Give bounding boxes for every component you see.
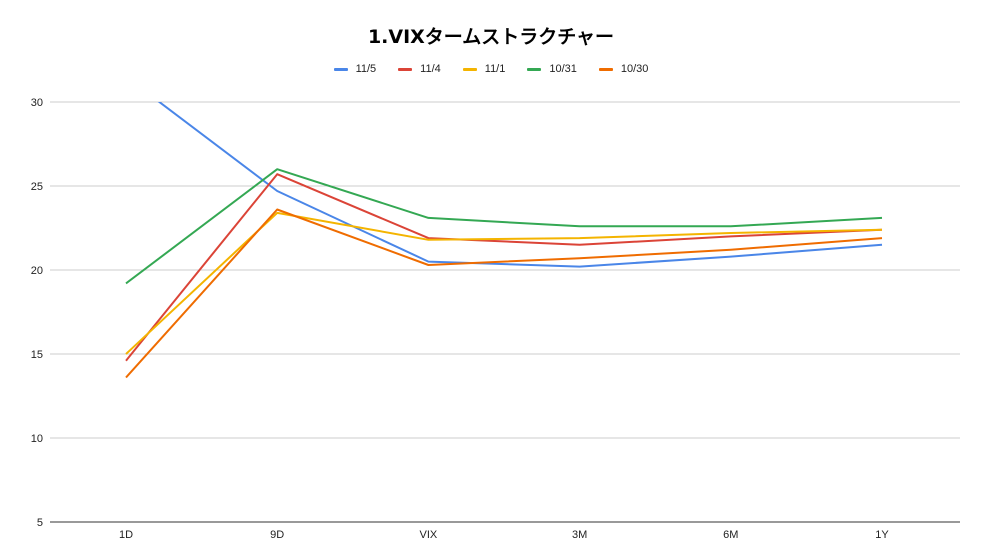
x-tick-label: VIX [420, 529, 438, 541]
series-line-10-31 [125, 168, 883, 285]
series-group [125, 102, 883, 379]
legend-swatch [398, 67, 413, 71]
y-tick-label: 5 [37, 517, 43, 529]
legend-item: 11/1 [462, 63, 506, 75]
x-tick-label: 1Y [875, 529, 889, 541]
series-line-11-4 [125, 173, 883, 362]
y-tick-label: 20 [31, 265, 43, 277]
legend-swatch [527, 67, 542, 71]
x-tick-label: 1D [119, 529, 133, 541]
legend-label: 10/30 [620, 63, 649, 75]
chart-title: 1.VIXタームストラクチャー [367, 26, 615, 48]
legend-label: 10/31 [549, 63, 577, 75]
x-tick-label: 3M [572, 529, 587, 541]
x-tick-label: 9D [270, 529, 284, 541]
legend-item: 10/31 [527, 63, 577, 75]
series-line-10-30 [125, 208, 883, 379]
legend-label: 11/5 [355, 63, 377, 75]
legend-item: 10/30 [598, 63, 649, 75]
y-tick-label: 30 [31, 97, 43, 109]
legend-swatch [333, 67, 348, 71]
legend-swatch [462, 67, 477, 71]
x-tick-label: 6M [723, 529, 738, 541]
series-line-11-5 [157, 102, 883, 268]
chart-legend: 11/5 11/4 11/1 10/31 10/30 [0, 63, 982, 75]
legend-swatch [598, 67, 613, 71]
legend-label: 11/4 [420, 63, 441, 75]
y-tick-label: 10 [31, 433, 43, 445]
y-tick-label: 25 [31, 181, 43, 193]
legend-item: 11/5 [333, 63, 377, 75]
legend-label: 11/1 [484, 63, 506, 75]
y-tick-label: 15 [31, 349, 43, 361]
legend-item: 11/4 [398, 63, 441, 75]
